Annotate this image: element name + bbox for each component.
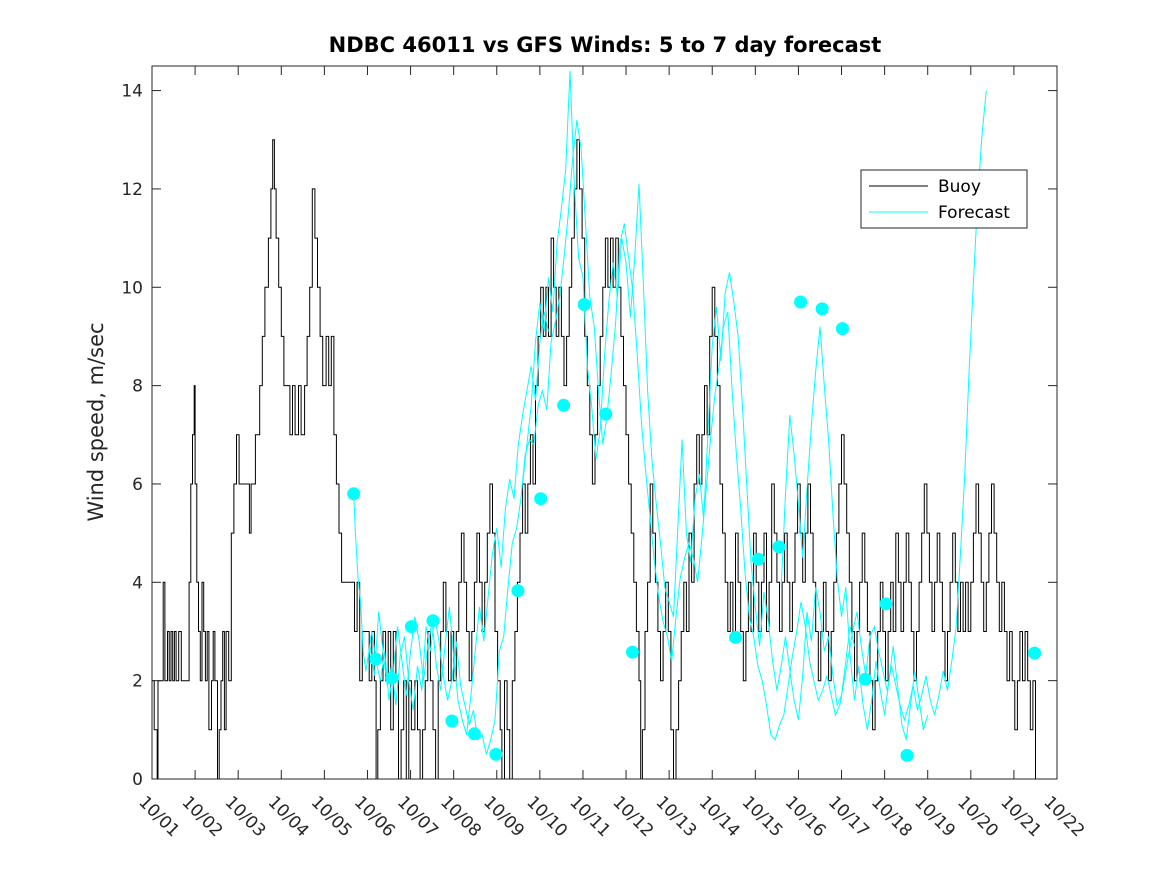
forecast-series-line-1 <box>353 90 987 755</box>
legend-forecast-label: Forecast <box>938 203 1010 223</box>
forecast-marker-0 <box>347 487 361 501</box>
forecast-marker-18 <box>815 302 829 316</box>
forecast-marker-13 <box>626 645 639 659</box>
forecast-marker-9 <box>534 492 548 506</box>
forecast-marker-4 <box>426 614 440 628</box>
y-tick-label-4: 4 <box>132 573 143 593</box>
y-tick-label-12: 12 <box>121 180 143 200</box>
y-tick-label-14: 14 <box>121 82 143 102</box>
forecast-marker-15 <box>751 552 765 566</box>
buoy-series-line <box>152 139 1036 780</box>
forecast-marker-20 <box>858 672 872 686</box>
forecast-series-line-3 <box>367 311 549 735</box>
forecast-marker-17 <box>794 295 808 309</box>
y-tick-label-2: 2 <box>132 672 143 692</box>
forecast-marker-19 <box>835 322 849 336</box>
forecast-series-line-4 <box>780 326 929 740</box>
forecast-marker-14 <box>729 630 742 644</box>
y-tick-label-10: 10 <box>121 278 143 298</box>
legend: Buoy Forecast <box>860 169 1028 229</box>
y-tick-label-6: 6 <box>132 475 143 495</box>
forecast-marker-22 <box>900 748 914 762</box>
forecast-marker-16 <box>772 540 786 554</box>
chart-title: NDBC 46011 vs GFS Winds: 5 to 7 day fore… <box>329 33 882 57</box>
forecast-series-line-2 <box>522 70 855 721</box>
forecast-marker-5 <box>445 714 459 728</box>
y-axis-tick-labels: 0 2 4 6 8 10 12 14 <box>121 82 143 790</box>
forecast-marker-8 <box>511 584 525 598</box>
forecast-marker-11 <box>577 298 591 311</box>
forecast-marker-6 <box>467 727 481 741</box>
forecast-marker-12 <box>599 407 613 421</box>
y-tick-label-0: 0 <box>132 770 143 790</box>
forecast-marker-7 <box>489 747 503 761</box>
tick-marks <box>151 66 1058 780</box>
forecast-marker-2 <box>385 671 399 685</box>
legend-box <box>860 169 1028 229</box>
forecast-marker-23 <box>1028 646 1042 660</box>
legend-buoy-label: Buoy <box>938 177 981 197</box>
axes-box <box>151 65 1058 780</box>
forecast-marker-10 <box>557 398 571 412</box>
y-axis-label: Wind speed, m/sec <box>84 322 108 521</box>
y-tick-label-8: 8 <box>132 377 143 397</box>
forecast-marker-1 <box>369 652 383 666</box>
forecast-marker-3 <box>404 620 418 634</box>
forecast-marker-21 <box>879 597 893 611</box>
series-layer <box>152 70 1036 780</box>
forecast-markers <box>347 295 1042 762</box>
